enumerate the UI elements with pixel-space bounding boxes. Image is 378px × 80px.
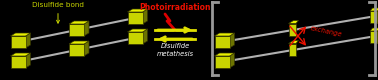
Polygon shape xyxy=(143,9,147,24)
Polygon shape xyxy=(11,53,31,56)
Polygon shape xyxy=(84,41,89,56)
Polygon shape xyxy=(370,31,378,43)
Polygon shape xyxy=(127,29,147,32)
Polygon shape xyxy=(11,36,25,48)
Polygon shape xyxy=(84,21,89,36)
Polygon shape xyxy=(229,33,234,48)
Polygon shape xyxy=(214,33,234,36)
Polygon shape xyxy=(127,12,143,24)
Polygon shape xyxy=(25,53,31,68)
Polygon shape xyxy=(69,21,89,24)
Polygon shape xyxy=(370,8,378,11)
Polygon shape xyxy=(214,36,229,48)
Polygon shape xyxy=(11,33,31,36)
Polygon shape xyxy=(288,20,299,24)
Text: Disulfide bond: Disulfide bond xyxy=(32,2,84,23)
Polygon shape xyxy=(370,28,378,31)
Polygon shape xyxy=(229,53,234,68)
Polygon shape xyxy=(143,29,147,44)
Polygon shape xyxy=(214,53,234,56)
Text: exchange: exchange xyxy=(310,25,343,38)
Polygon shape xyxy=(288,40,299,44)
Polygon shape xyxy=(127,9,147,12)
Polygon shape xyxy=(69,44,84,56)
Polygon shape xyxy=(127,32,143,44)
Polygon shape xyxy=(288,24,296,36)
Polygon shape xyxy=(11,56,25,68)
Text: Disulfide
metathesis: Disulfide metathesis xyxy=(156,43,194,57)
Polygon shape xyxy=(25,33,31,48)
Polygon shape xyxy=(370,11,378,23)
Polygon shape xyxy=(288,44,296,56)
Polygon shape xyxy=(69,41,89,44)
Polygon shape xyxy=(214,56,229,68)
Polygon shape xyxy=(69,24,84,36)
Text: Photoirradiation: Photoirradiation xyxy=(139,3,211,12)
